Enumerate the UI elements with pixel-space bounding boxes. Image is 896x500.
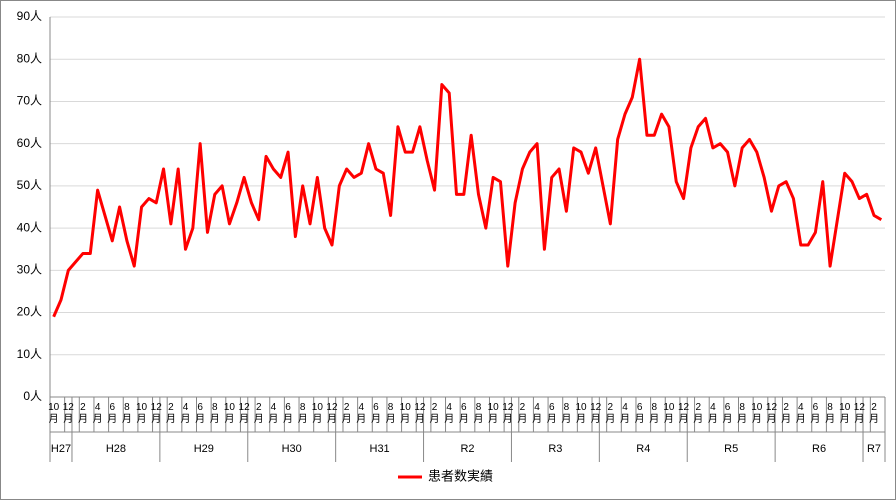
x-tick-label: 2月 [605,402,616,425]
x-tick-label: 12月 [678,402,690,425]
group-label: R5 [724,443,738,455]
x-tick-label: 8月 [737,402,748,425]
x-tick-label: 12月 [853,402,865,425]
x-tick-label: 12月 [326,402,338,425]
data-line [52,57,883,318]
y-tick-label: 50人 [17,178,42,192]
x-tick-label: 4月 [268,402,279,425]
x-tick-label: 12月 [238,402,250,425]
x-tick-label: 10月 [135,402,148,425]
group-label: R2 [460,443,474,455]
group-label: R4 [636,443,650,455]
x-tick-label: 10月 [48,402,60,425]
x-tick-label: 12月 [150,402,162,425]
group-label: R7 [867,443,881,455]
x-tick-label: 8月 [649,402,660,425]
x-tick-label: 8月 [385,402,396,425]
x-tick-label: 10月 [663,402,675,425]
y-tick-label: 80人 [17,51,42,65]
x-tick-label: 4月 [707,402,718,425]
x-tick-label: 12月 [502,402,514,425]
x-tick-label: 10月 [487,402,499,425]
group-label: H27 [51,443,71,455]
y-tick-label: 60人 [17,136,42,150]
x-tick-label: 2月 [341,402,352,425]
x-tick-label: 8月 [297,402,308,425]
x-tick-label: 2月 [429,402,440,425]
x-tick-label: 10月 [751,402,763,425]
x-tick-label: 4月 [356,402,367,425]
x-tick-label: 8月 [825,402,836,425]
x-tick-label: 10月 [575,402,587,425]
x-tick-label: 10月 [839,402,851,425]
x-tick-label: 4月 [619,402,630,425]
y-tick-label: 20人 [17,305,42,319]
x-tick-label: 10月 [311,402,323,425]
group-label: R3 [548,443,562,455]
x-tick-label: 6月 [283,402,294,425]
x-tick-label: 2月 [517,402,528,425]
group-label: R6 [812,443,826,455]
x-tick-label: 4月 [444,402,455,425]
group-label: H31 [370,443,390,455]
x-tick-label: 8月 [121,402,132,425]
y-tick-label: 70人 [17,94,42,108]
x-tick-label: 6月 [107,402,118,425]
y-tick-label: 90人 [17,9,42,23]
y-tick-label: 30人 [17,263,42,277]
x-tick-label: 8月 [561,402,572,425]
x-tick-label: 2月 [869,402,879,425]
x-tick-label: 2月 [781,402,792,425]
x-tick-label: 6月 [634,402,645,425]
x-tick-label: 4月 [180,402,191,425]
x-tick-label: 2月 [165,402,176,425]
x-tick-label: 12月 [414,402,426,425]
x-tick-label: 4月 [795,402,806,425]
group-label: H29 [194,443,214,455]
x-tick-label: 8月 [473,402,484,425]
x-tick-label: 12月 [62,402,74,425]
x-tick-label: 6月 [546,402,557,425]
x-tick-label: 10月 [399,402,411,425]
group-label: H28 [106,443,126,455]
x-tick-label: 6月 [195,402,206,425]
x-tick-label: 12月 [590,402,602,425]
x-tick-label: 2月 [253,402,264,425]
group-label: H30 [282,443,302,455]
x-tick-label: 4月 [92,402,103,425]
y-tick-label: 10人 [17,347,42,361]
x-tick-label: 6月 [722,402,733,425]
x-tick-label: 6月 [370,402,381,425]
x-tick-label: 12月 [765,402,778,425]
x-tick-label: 10月 [223,402,235,425]
legend-label: 患者数実績 [428,468,493,483]
x-tick-label: 2月 [693,402,704,425]
x-tick-label: 6月 [810,402,821,425]
x-tick-label: 8月 [209,402,220,425]
x-tick-label: 2月 [77,402,88,425]
y-tick-label: 40人 [17,220,42,234]
x-tick-label: 4月 [532,402,543,425]
x-tick-label: 6月 [458,402,469,425]
y-tick-label: 0人 [23,389,42,403]
